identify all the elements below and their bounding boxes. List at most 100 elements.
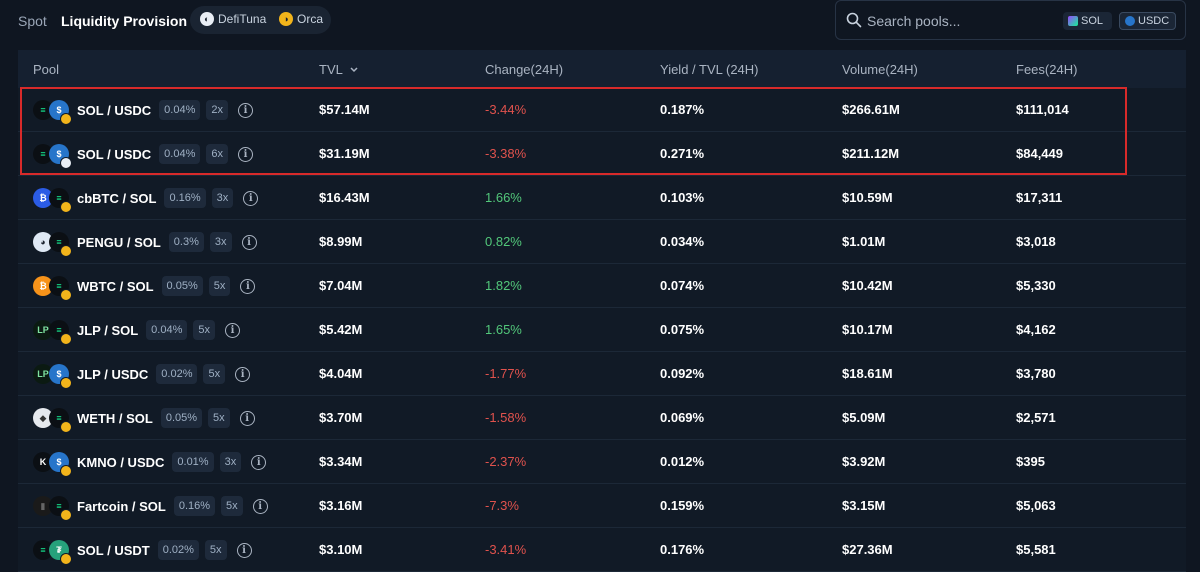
info-icon[interactable]: i [240, 278, 256, 294]
volume-value: $10.17M [842, 322, 893, 337]
protocol-selector: ◐ DefiTuna ◑ Orca [190, 6, 331, 34]
tvl-value: $4.04M [319, 366, 363, 381]
token-pair-icons: LP $ [33, 362, 73, 389]
protocol-label: Orca [297, 12, 324, 26]
token-icon: ◆ [33, 408, 53, 428]
volume-value: $10.42M [842, 278, 893, 293]
pool-name: JLP / USDC [77, 366, 149, 382]
tuna-icon: ◐ [200, 12, 214, 26]
protocol-label: DefiTuna [218, 12, 267, 26]
fees-value: $3,018 [1016, 234, 1056, 249]
table-row[interactable]: ≡ $ SOL / USDC 0.04% 2x i $57.14M -3.44%… [18, 88, 1186, 132]
header-change[interactable]: Change(24H) [485, 62, 564, 77]
filter-chip-usdc[interactable]: USDC [1119, 12, 1176, 30]
yield-value: 0.271% [660, 146, 705, 161]
tab-spot[interactable]: Spot [18, 13, 47, 29]
pool-cell: ≡ $ SOL / USDC 0.04% 6x i [33, 142, 253, 169]
info-icon[interactable]: i [238, 102, 253, 118]
token-icon: ≡ [33, 100, 53, 120]
table-row[interactable]: LP $ JLP / USDC 0.02% 5x i $4.04M -1.77%… [18, 352, 1186, 396]
search-input[interactable] [867, 11, 1057, 31]
yield-value: 0.012% [660, 454, 705, 469]
info-icon[interactable]: i [235, 366, 251, 382]
table-row[interactable]: ◆ ≡ WETH / SOL 0.05% 5x i $3.70M -1.58% … [18, 396, 1186, 440]
info-icon[interactable]: i [252, 498, 268, 514]
tvl-value: $8.99M [319, 234, 363, 249]
change-value: -1.58% [485, 410, 527, 425]
pool-name: JLP / SOL [77, 322, 139, 338]
yield-value: 0.075% [660, 322, 705, 337]
tvl-value: $3.10M [319, 542, 363, 557]
table-row[interactable]: ≡ $ SOL / USDC 0.04% 6x i $31.19M -3.38%… [18, 132, 1186, 176]
volume-value: $3.92M [842, 454, 886, 469]
leverage-badge: 6x [206, 144, 228, 164]
info-icon[interactable]: i [243, 190, 259, 206]
fees-value: $4,162 [1016, 322, 1056, 337]
table-row[interactable]: ◕ ≡ PENGU / SOL 0.3% 3x i $8.99M 0.82% 0… [18, 220, 1186, 264]
token-pair-icons: LP ≡ [33, 318, 73, 345]
yield-value: 0.176% [660, 542, 705, 557]
table-row[interactable]: ▮ ≡ Fartcoin / SOL 0.16% 5x i $3.16M -7.… [18, 484, 1186, 528]
pool-name: cbBTC / SOL [77, 190, 157, 206]
fee-tier-badge: 0.16% [173, 496, 216, 516]
filter-chip-sol[interactable]: SOL [1063, 12, 1112, 30]
info-icon[interactable]: i [236, 542, 252, 558]
table-row[interactable]: K $ KMNO / USDC 0.01% 3x i $3.34M -2.37%… [18, 440, 1186, 484]
pool-cell: ≡ ₮ SOL / USDT 0.02% 5x i [33, 538, 252, 565]
pool-cell: LP ≡ JLP / SOL 0.04% 5x i [33, 318, 240, 345]
change-value: 1.66% [485, 190, 522, 205]
search-icon [846, 12, 862, 28]
fee-tier-badge: 0.3% [168, 232, 204, 252]
tvl-value: $5.42M [319, 322, 363, 337]
pool-cell: ◕ ≡ PENGU / SOL 0.3% 3x i [33, 230, 257, 257]
pool-cell: ₿ ≡ WBTC / SOL 0.05% 5x i [33, 274, 256, 301]
info-icon[interactable]: i [239, 410, 255, 426]
pool-name: WBTC / SOL [77, 278, 154, 294]
table-row[interactable]: ≡ ₮ SOL / USDT 0.02% 5x i $3.10M -3.41% … [18, 528, 1186, 572]
token-icon: ₿ [33, 276, 53, 296]
pool-cell: ≡ $ SOL / USDC 0.04% 2x i [33, 98, 253, 125]
info-icon[interactable]: i [225, 322, 240, 338]
usdc-icon [1125, 16, 1135, 26]
volume-value: $266.61M [842, 102, 900, 117]
fee-tier-badge: 0.01% [172, 452, 214, 472]
token-pair-icons: ₿ ≡ [33, 274, 73, 301]
yield-value: 0.187% [660, 102, 705, 117]
volume-value: $18.61M [842, 366, 893, 381]
table-row[interactable]: ₿ ≡ cbBTC / SOL 0.16% 3x i $16.43M 1.66%… [18, 176, 1186, 220]
table-row[interactable]: ₿ ≡ WBTC / SOL 0.05% 5x i $7.04M 1.82% 0… [18, 264, 1186, 308]
orca-icon: ◑ [279, 12, 293, 26]
pool-cell: ▮ ≡ Fartcoin / SOL 0.16% 5x i [33, 494, 268, 521]
info-icon[interactable]: i [251, 454, 267, 470]
info-icon[interactable]: i [238, 146, 253, 162]
protocol-orca[interactable]: ◑ Orca [279, 12, 323, 26]
leverage-badge: 5x [193, 320, 215, 340]
fees-value: $5,581 [1016, 542, 1056, 557]
header-volume[interactable]: Volume(24H) [842, 62, 918, 77]
pool-name: KMNO / USDC [77, 454, 165, 470]
token-pair-icons: ₿ ≡ [33, 186, 73, 213]
change-value: -7.3% [485, 498, 519, 513]
leverage-badge: 3x [211, 188, 234, 208]
token-pair-icons: K $ [33, 450, 73, 477]
fees-value: $2,571 [1016, 410, 1056, 425]
tab-liquidity-provision[interactable]: Liquidity Provision [61, 13, 188, 29]
protocol-badge-icon [60, 377, 72, 389]
leverage-badge: 5x [208, 276, 231, 296]
tvl-value: $57.14M [319, 102, 370, 117]
tvl-value: $16.43M [319, 190, 370, 205]
pool-name: SOL / USDC [77, 102, 152, 118]
pool-name: SOL / USDC [77, 146, 152, 162]
chevron-down-icon [350, 66, 358, 72]
header-fees[interactable]: Fees(24H) [1016, 62, 1078, 77]
header-pool[interactable]: Pool [33, 62, 60, 77]
info-icon[interactable]: i [241, 234, 257, 250]
table-row[interactable]: LP ≡ JLP / SOL 0.04% 5x i $5.42M 1.65% 0… [18, 308, 1186, 352]
protocol-defituna[interactable]: ◐ DefiTuna [200, 12, 266, 26]
yield-value: 0.103% [660, 190, 705, 205]
token-icon: K [33, 452, 53, 472]
header-tvl[interactable]: TVL [319, 62, 359, 77]
leverage-badge: 5x [203, 364, 226, 384]
header-yield[interactable]: Yield / TVL (24H) [660, 62, 759, 77]
yield-value: 0.034% [660, 234, 705, 249]
